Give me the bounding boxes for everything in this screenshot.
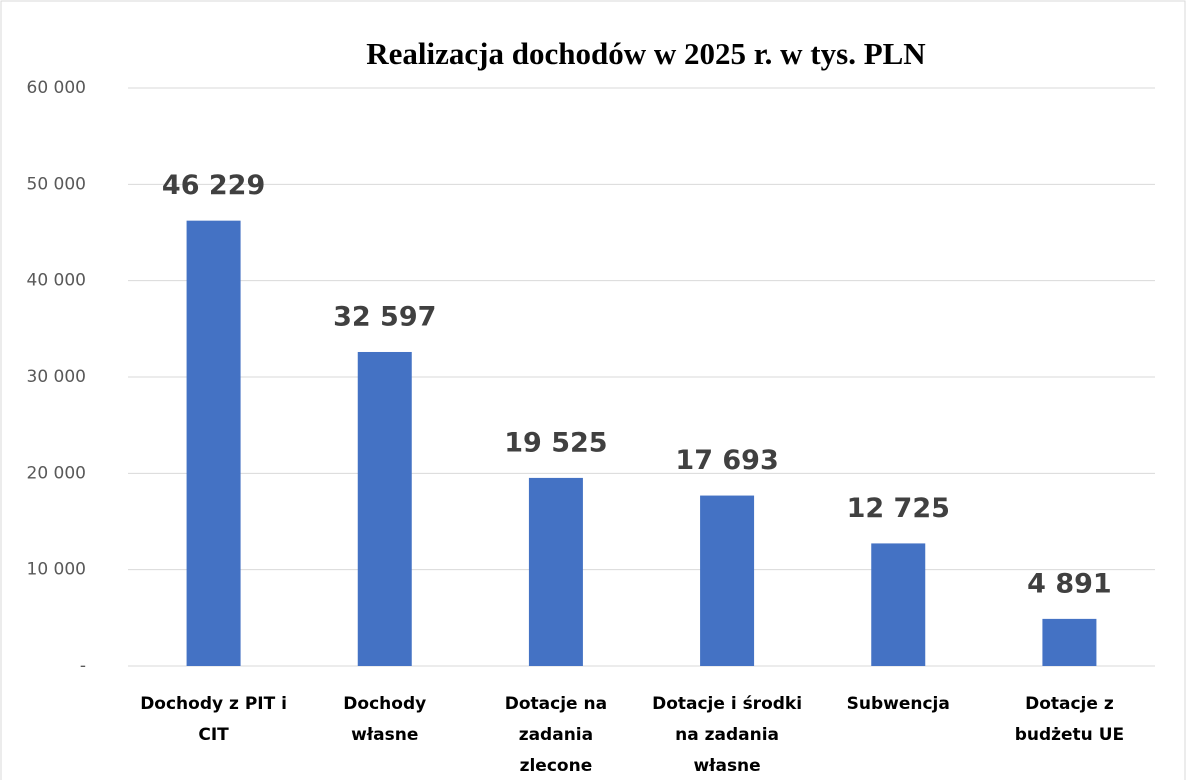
data-label: 32 597	[333, 301, 436, 332]
y-tick-label: 20 000	[27, 463, 86, 483]
data-label: 46 229	[162, 170, 265, 201]
x-tick-label: Subwencja	[846, 694, 950, 714]
x-tick-label: Dochody z PIT i CIT	[140, 694, 287, 745]
bar	[871, 543, 926, 666]
x-tick-label: Dotacje na zadania zlecone	[504, 694, 608, 776]
x-tick-label: Dotacje i środki na zadania własne	[652, 694, 803, 776]
data-label: 12 725	[847, 493, 950, 524]
bar	[357, 351, 412, 666]
bar	[186, 220, 241, 666]
y-tick-label: -	[80, 656, 86, 676]
x-tick-label: Dotacje z budżetu UE	[1014, 694, 1125, 745]
data-label: 19 525	[504, 427, 607, 458]
bar	[1042, 618, 1097, 666]
bar	[528, 477, 583, 666]
y-tick-label: 50 000	[27, 174, 86, 194]
chart-title: Realizacja dochodów w 2025 r. w tys. PLN	[366, 36, 925, 71]
data-label: 4 891	[1027, 568, 1112, 599]
data-label: 17 693	[675, 445, 778, 476]
y-tick-label: 30 000	[27, 367, 86, 387]
y-tick-label: 60 000	[27, 78, 86, 98]
y-tick-label: 40 000	[27, 271, 86, 291]
y-tick-label: 10 000	[27, 560, 86, 580]
bar	[700, 495, 755, 666]
x-tick-label: Dochody własne	[343, 694, 427, 745]
